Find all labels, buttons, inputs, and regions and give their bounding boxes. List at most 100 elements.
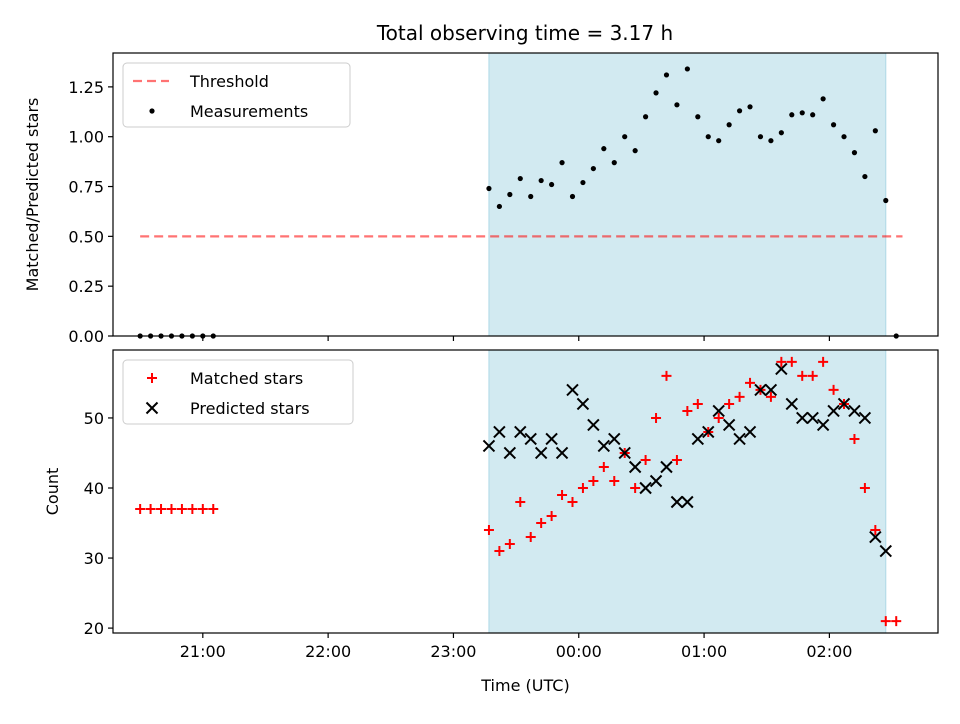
predicted-star-marker xyxy=(796,411,809,425)
matched-star-marker xyxy=(557,490,568,501)
matched-star-marker xyxy=(536,518,547,529)
measurement-point xyxy=(768,138,774,144)
measurement-point xyxy=(830,122,837,128)
predicted-star-marker xyxy=(597,439,611,453)
x-tick-label: 23:00 xyxy=(430,642,476,661)
matched-star-marker xyxy=(546,511,557,522)
predicted-star-marker xyxy=(587,418,600,432)
axes-frame xyxy=(112,52,939,337)
predicted-star-marker xyxy=(566,383,579,397)
measurement-point xyxy=(851,150,858,156)
measurement-point xyxy=(507,191,513,198)
x-axis-label: Time (UTC) xyxy=(480,676,569,695)
y-tick-label: 0.50 xyxy=(68,227,104,246)
legend-label: Predicted stars xyxy=(190,399,310,418)
legend-label: Threshold xyxy=(189,72,269,91)
predicted-star-marker xyxy=(628,460,642,474)
predicted-star-marker xyxy=(733,432,746,446)
measurement-point xyxy=(653,90,659,96)
matched-star-marker xyxy=(682,405,693,416)
measurement-point xyxy=(747,104,753,110)
legend-predicted-swatch xyxy=(145,401,159,415)
matched-star-marker xyxy=(187,504,198,515)
predicted-star-marker xyxy=(691,432,705,446)
measurement-point xyxy=(622,134,628,140)
predicted-star-marker xyxy=(534,446,548,460)
predicted-star-marker xyxy=(555,446,569,460)
matched-star-marker xyxy=(588,475,599,486)
matched-star-marker xyxy=(630,482,641,493)
measurement-point xyxy=(528,193,534,200)
y-axis-label: Matched/Predicted stars xyxy=(23,98,42,292)
measurement-point xyxy=(590,165,596,172)
measurement-point xyxy=(684,66,690,72)
matched-star-marker xyxy=(483,525,494,536)
measurement-point xyxy=(674,102,680,108)
legend-box xyxy=(122,359,354,425)
chart-title: Total observing time = 3.17 h xyxy=(376,21,673,45)
predicted-star-marker xyxy=(524,432,537,446)
measurement-point xyxy=(496,203,502,210)
matched-star-marker xyxy=(515,497,526,508)
measurement-point xyxy=(695,114,701,120)
measurement-point xyxy=(757,134,764,140)
predicted-star-marker xyxy=(639,481,652,495)
observing-window-band xyxy=(488,52,887,337)
legend-measurement-swatch xyxy=(149,108,155,114)
matched-star-marker xyxy=(807,370,818,381)
measurement-point xyxy=(549,181,555,188)
y-tick-label: 40 xyxy=(84,479,104,498)
y-axis-label: Count xyxy=(43,468,62,516)
predicted-star-marker xyxy=(493,425,506,439)
predicted-star-marker xyxy=(722,418,736,432)
predicted-star-marker xyxy=(503,446,517,460)
matched-star-marker xyxy=(135,504,146,515)
y-tick-label: 0.25 xyxy=(68,277,104,296)
y-tick-label: 0.00 xyxy=(68,327,104,346)
measurement-point xyxy=(799,110,805,116)
measurement-point xyxy=(663,72,670,78)
matched-star-marker xyxy=(494,546,505,557)
predicted-star-marker xyxy=(816,418,830,432)
matched-star-marker xyxy=(818,356,829,367)
measurement-point xyxy=(820,96,826,102)
matched-star-marker xyxy=(880,616,891,627)
measurement-point xyxy=(559,160,565,166)
matched-star-marker xyxy=(891,616,902,627)
measurement-point xyxy=(601,146,607,152)
top-panel: 0.00 0.25 0.50 0.75 1.00 1.25 Matched/Predicte… xyxy=(23,52,939,346)
predicted-star-marker xyxy=(785,397,799,411)
predicted-star-marker xyxy=(879,544,892,558)
matched-star-marker xyxy=(525,532,536,543)
predicted-star-marker xyxy=(754,383,767,397)
predicted-star-marker xyxy=(806,411,819,425)
measurement-point xyxy=(517,175,523,182)
matched-star-marker xyxy=(197,504,208,515)
matched-star-marker xyxy=(849,433,860,444)
predicted-star-marker xyxy=(712,404,725,418)
observing-window-band xyxy=(488,349,887,634)
matched-star-marker xyxy=(145,504,156,515)
y-tick-label: 1.00 xyxy=(68,128,104,147)
legend-label: Matched stars xyxy=(190,369,303,388)
measurement-point xyxy=(632,148,638,154)
predicted-star-marker xyxy=(660,460,673,474)
measurement-point xyxy=(810,112,816,118)
x-tick-label: 22:00 xyxy=(305,642,351,661)
x-tick-label: 02:00 xyxy=(806,642,852,661)
measurement-point xyxy=(726,122,732,128)
y-tick-label: 20 xyxy=(84,619,104,638)
predicted-star-marker xyxy=(858,411,872,425)
matched-star-marker xyxy=(713,412,724,423)
matched-star-marker xyxy=(828,384,839,395)
bottom-panel: 20 30 40 50 21:00 22:00 23:00 00:00 01:00 02:00 Co… xyxy=(43,349,939,695)
predicted-star-marker xyxy=(827,404,840,418)
measurement-point xyxy=(736,108,743,114)
predicted-star-marker xyxy=(576,397,590,411)
matched-star-marker xyxy=(765,391,776,402)
axes-frame xyxy=(112,349,939,634)
measurement-point xyxy=(642,114,649,120)
matched-star-marker xyxy=(692,398,703,409)
matched-star-marker xyxy=(166,504,177,515)
